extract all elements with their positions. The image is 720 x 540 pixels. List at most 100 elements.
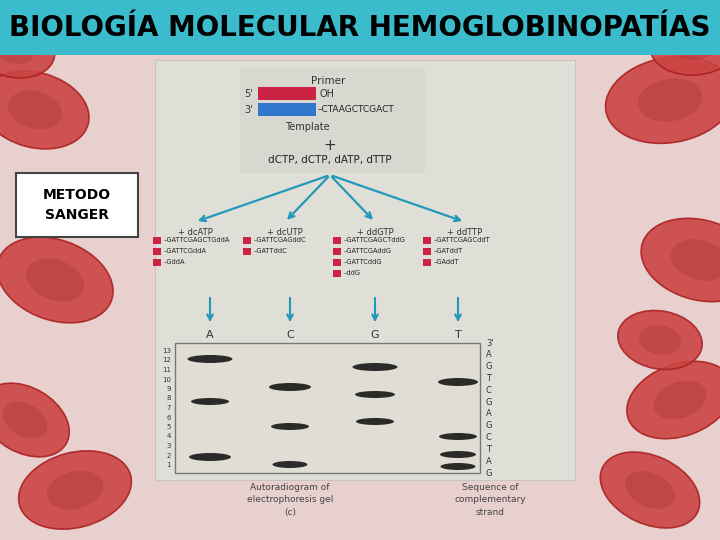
Text: + dcATP: + dcATP	[178, 228, 212, 237]
Ellipse shape	[670, 239, 720, 281]
Ellipse shape	[271, 423, 309, 430]
Ellipse shape	[356, 418, 394, 425]
Ellipse shape	[0, 237, 113, 323]
FancyBboxPatch shape	[16, 173, 138, 237]
Text: C: C	[486, 386, 492, 395]
Ellipse shape	[272, 461, 307, 468]
Ellipse shape	[650, 15, 720, 75]
Text: T: T	[454, 330, 462, 340]
Text: 12: 12	[162, 357, 171, 363]
Ellipse shape	[440, 451, 476, 458]
Ellipse shape	[439, 433, 477, 440]
Text: –GATTCGAGCTGddA: –GATTCGAGCTGddA	[164, 237, 230, 243]
Text: –GddA: –GddA	[164, 259, 186, 265]
Text: dCTP, dCTP, dATP, dTTP: dCTP, dCTP, dATP, dTTP	[268, 155, 392, 165]
Ellipse shape	[355, 391, 395, 398]
FancyBboxPatch shape	[240, 68, 425, 173]
Text: –GATTddC: –GATTddC	[254, 248, 288, 254]
FancyBboxPatch shape	[153, 237, 161, 244]
Text: Sequence of
complementary
strand: Sequence of complementary strand	[454, 483, 526, 517]
Ellipse shape	[606, 57, 720, 143]
Text: –GATTCGAGCddT: –GATTCGAGCddT	[434, 237, 491, 243]
Text: G: G	[486, 421, 492, 430]
Text: Autoradiogram of
electrophoresis gel
(c): Autoradiogram of electrophoresis gel (c)	[247, 483, 333, 517]
Text: –GATTCGAddG: –GATTCGAddG	[344, 248, 392, 254]
Ellipse shape	[189, 453, 231, 461]
Text: G: G	[371, 330, 379, 340]
Text: 6: 6	[166, 415, 171, 421]
Ellipse shape	[0, 71, 89, 149]
Ellipse shape	[0, 383, 69, 457]
Text: 11: 11	[162, 367, 171, 373]
Ellipse shape	[191, 398, 229, 405]
Text: Primer: Primer	[311, 76, 345, 86]
Text: –GATddT: –GATddT	[434, 248, 463, 254]
Text: 4: 4	[166, 434, 171, 440]
Text: 1: 1	[166, 462, 171, 468]
Ellipse shape	[26, 259, 84, 301]
Ellipse shape	[672, 30, 717, 60]
Text: C: C	[286, 330, 294, 340]
Text: 9: 9	[166, 386, 171, 392]
Text: –GATTCddG: –GATTCddG	[344, 259, 382, 265]
Text: –GATTCGAGCTddG: –GATTCGAGCTddG	[344, 237, 406, 243]
Ellipse shape	[641, 218, 720, 302]
Ellipse shape	[618, 310, 702, 369]
Text: 3: 3	[166, 443, 171, 449]
Ellipse shape	[8, 91, 62, 130]
Text: OH: OH	[320, 89, 335, 99]
Text: 3': 3'	[244, 105, 253, 115]
Ellipse shape	[0, 36, 35, 64]
Ellipse shape	[47, 470, 103, 510]
Text: A: A	[486, 350, 492, 359]
Ellipse shape	[3, 402, 47, 438]
Text: G: G	[486, 362, 492, 371]
FancyBboxPatch shape	[258, 103, 316, 116]
Text: + ddTTP: + ddTTP	[447, 228, 482, 237]
Ellipse shape	[353, 363, 397, 371]
Text: 8: 8	[166, 395, 171, 402]
FancyBboxPatch shape	[333, 269, 341, 276]
FancyBboxPatch shape	[423, 247, 431, 254]
Ellipse shape	[600, 452, 700, 528]
Text: –GAddT: –GAddT	[434, 259, 459, 265]
Text: –CTAAGCTCGACT: –CTAAGCTCGACT	[318, 105, 395, 114]
Ellipse shape	[638, 78, 702, 122]
Text: 3': 3'	[486, 339, 494, 348]
Ellipse shape	[19, 451, 131, 529]
Ellipse shape	[269, 383, 311, 391]
FancyBboxPatch shape	[333, 237, 341, 244]
FancyBboxPatch shape	[423, 259, 431, 266]
Ellipse shape	[639, 325, 681, 355]
Text: –ddG: –ddG	[344, 270, 361, 276]
Ellipse shape	[187, 355, 233, 363]
Text: Template: Template	[285, 122, 330, 132]
Ellipse shape	[625, 471, 675, 509]
FancyBboxPatch shape	[175, 343, 480, 473]
Text: T: T	[486, 445, 491, 454]
Text: G: G	[486, 469, 492, 477]
Text: –GATTCGAGddC: –GATTCGAGddC	[254, 237, 307, 243]
Ellipse shape	[441, 463, 475, 470]
Text: A: A	[486, 457, 492, 465]
FancyBboxPatch shape	[243, 247, 251, 254]
Text: 7: 7	[166, 405, 171, 411]
FancyBboxPatch shape	[333, 259, 341, 266]
Text: A: A	[486, 409, 492, 418]
FancyBboxPatch shape	[333, 247, 341, 254]
Ellipse shape	[654, 381, 706, 420]
Text: BIOLOGÍA MOLECULAR HEMOGLOBINOPATÍAS: BIOLOGÍA MOLECULAR HEMOGLOBINOPATÍAS	[9, 14, 711, 42]
Text: + dcUTP: + dcUTP	[267, 228, 303, 237]
FancyBboxPatch shape	[153, 259, 161, 266]
FancyBboxPatch shape	[0, 0, 720, 55]
FancyBboxPatch shape	[243, 237, 251, 244]
Text: C: C	[486, 433, 492, 442]
Text: G: G	[486, 397, 492, 407]
Text: A: A	[206, 330, 214, 340]
Text: 5': 5'	[244, 89, 253, 99]
FancyBboxPatch shape	[153, 247, 161, 254]
Text: 5: 5	[166, 424, 171, 430]
Text: METODO
SANGER: METODO SANGER	[43, 188, 111, 222]
FancyBboxPatch shape	[258, 87, 316, 100]
Ellipse shape	[0, 22, 55, 78]
